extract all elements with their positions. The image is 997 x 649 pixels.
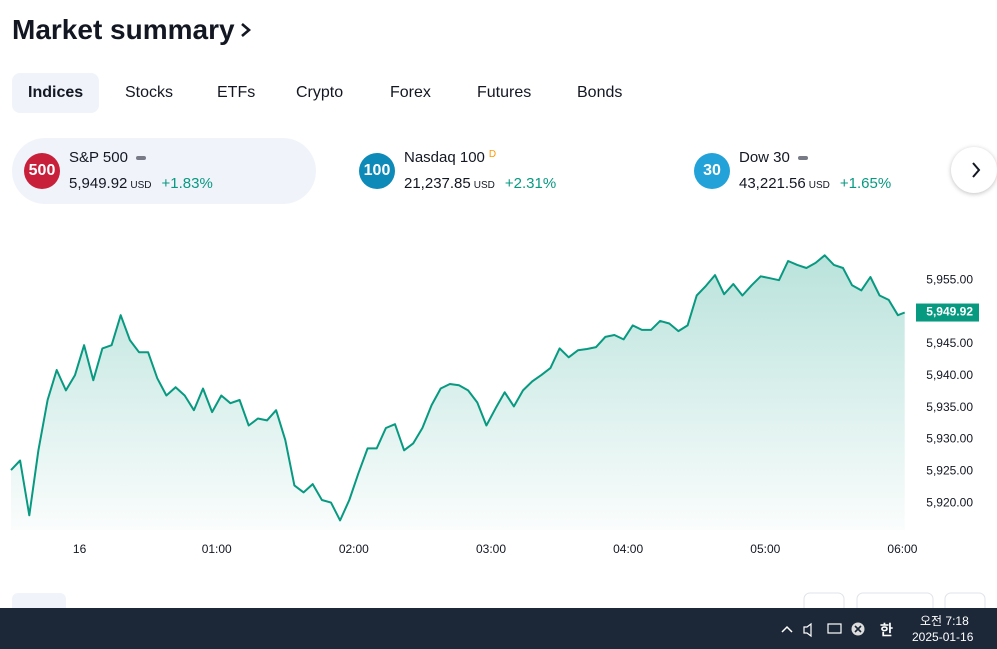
ticker-price: 21,237.85 xyxy=(404,175,471,192)
clock-time: 오전 7:18 xyxy=(920,614,969,628)
ticker-change: +1.65% xyxy=(839,175,892,192)
y-tick-label: 5,920.00 xyxy=(926,495,973,509)
ticker-change: +1.83% xyxy=(161,175,213,192)
ticker-badge: 500 xyxy=(24,153,60,189)
ticker-badge: 30 xyxy=(694,153,730,189)
tab[interactable]: Futures xyxy=(477,84,532,101)
tab[interactable]: Crypto xyxy=(296,84,344,101)
ticker-name-row: S&P 500 xyxy=(69,149,146,166)
tab[interactable]: Bonds xyxy=(577,84,623,101)
x-tick-label: 16 xyxy=(73,542,87,556)
x-tick-label: 04:00 xyxy=(613,542,643,556)
ticker-card[interactable]: 100 Nasdaq 100 D 21,237.85 USD +2.31% xyxy=(347,138,651,204)
y-tick-label: 5,955.00 xyxy=(926,272,973,286)
y-tick-label: 5,930.00 xyxy=(926,432,973,446)
tab[interactable]: Stocks xyxy=(125,84,174,101)
y-tick-label: 5,925.00 xyxy=(926,464,973,478)
ticker-name: S&P 500 xyxy=(69,149,128,166)
ticker-name-row: Nasdaq 100 D xyxy=(404,149,496,166)
x-tick-label: 01:00 xyxy=(202,542,232,556)
x-tick-label: 05:00 xyxy=(750,542,780,556)
chart: 5,920.00 5,925.00 5,930.00 5,935.00 5,940.00… xyxy=(10,254,986,608)
ticker-flag: D xyxy=(488,149,497,160)
ticker-badge: 100 xyxy=(359,153,395,189)
area-fill xyxy=(11,255,905,531)
tool-button[interactable] xyxy=(944,592,986,608)
page-title[interactable]: Market summary xyxy=(12,14,253,46)
tray-icons xyxy=(781,622,865,638)
status-dash xyxy=(797,156,808,161)
tab[interactable]: Indices xyxy=(12,73,100,113)
chevron xyxy=(240,23,251,37)
ticker-price: 43,221.56 xyxy=(739,175,806,192)
ticker-currency: USD xyxy=(130,180,152,191)
range-button[interactable] xyxy=(12,593,66,608)
ticker-change: +2.31% xyxy=(504,175,557,192)
ticker-name-row: Dow 30 xyxy=(739,149,808,166)
ticker-name: Dow 30 xyxy=(739,149,790,166)
x-tick-label: 06:00 xyxy=(887,542,917,556)
tool-button[interactable] xyxy=(856,592,934,608)
tab[interactable]: Forex xyxy=(390,84,431,101)
y-tick-label: 5,935.00 xyxy=(926,400,973,414)
price-line xyxy=(10,254,906,522)
tab[interactable]: ETFs xyxy=(217,84,256,101)
x-tick-label: 03:00 xyxy=(476,542,506,556)
ticker-price: 5,949.92 xyxy=(69,175,128,192)
last-price-label: 5,949.92 xyxy=(926,305,973,319)
taskbar: 한 오전 7:18 2025-01-16 xyxy=(0,608,997,649)
ticker-name: Nasdaq 100 xyxy=(404,149,485,166)
ticker-card[interactable]: 500 S&P 500 5,949.92 USD +1.83% xyxy=(12,138,316,204)
ticker-card[interactable]: 30 Dow 30 43,221.56 USD +1.65% xyxy=(682,138,986,204)
title-text[interactable]: Market summary xyxy=(12,14,235,45)
ticker-currency: USD xyxy=(808,180,830,191)
y-tick-label: 5,945.00 xyxy=(926,336,973,350)
ticker-price-row: 5,949.92 USD +1.83% xyxy=(69,175,213,192)
ticker-price-row: 43,221.56 USD +1.65% xyxy=(739,175,891,192)
status-dash xyxy=(135,156,146,161)
y-tick-label: 5,940.00 xyxy=(926,368,973,382)
next-icon xyxy=(972,162,981,178)
next-button[interactable] xyxy=(951,147,997,193)
last-price-tag xyxy=(916,303,979,322)
ime[interactable]: 한 xyxy=(880,622,893,638)
clock-date: 2025-01-16 xyxy=(912,630,974,644)
ticker-price-row: 21,237.85 USD +2.31% xyxy=(404,175,556,192)
x-tick-label: 02:00 xyxy=(339,542,369,556)
tool-button[interactable] xyxy=(803,592,845,608)
ticker-currency: USD xyxy=(473,180,495,191)
